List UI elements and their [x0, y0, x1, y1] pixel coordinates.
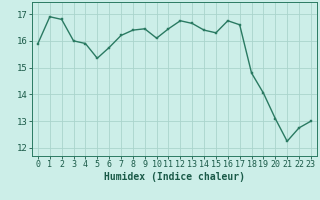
X-axis label: Humidex (Indice chaleur): Humidex (Indice chaleur) [104, 172, 245, 182]
